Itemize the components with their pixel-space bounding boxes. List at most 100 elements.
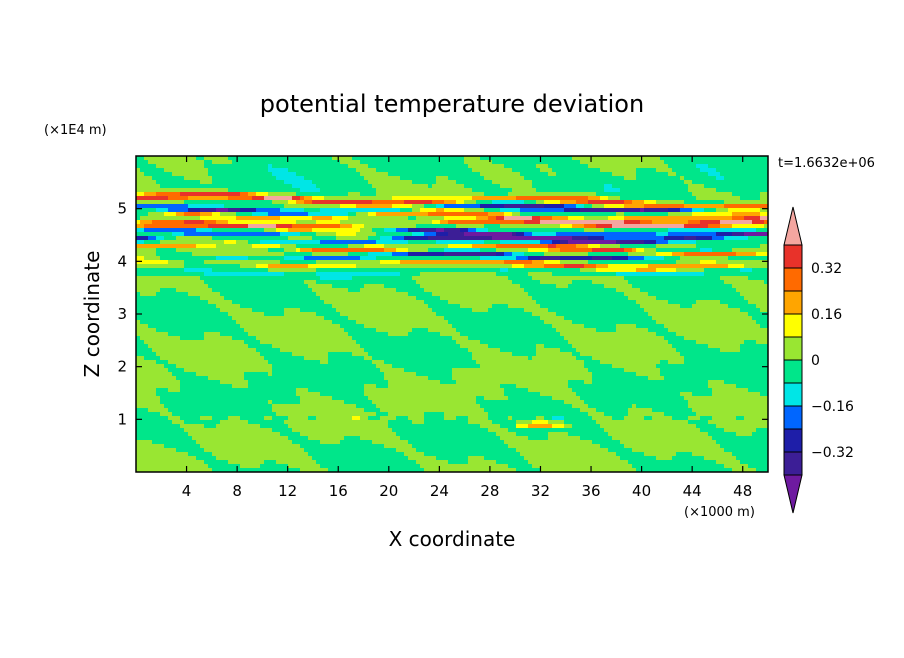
contour-cell xyxy=(424,168,429,173)
contour-cell xyxy=(196,184,201,189)
contour-cell xyxy=(608,256,613,261)
contour-cell xyxy=(560,224,565,229)
contour-cell xyxy=(492,196,497,201)
contour-cell xyxy=(316,220,321,225)
contour-cell xyxy=(208,260,213,265)
contour-cell xyxy=(644,204,649,209)
contour-cell xyxy=(256,176,261,181)
contour-cell xyxy=(440,236,445,241)
contour-cell xyxy=(508,280,513,285)
contour-cell xyxy=(520,200,525,205)
contour-cell xyxy=(440,160,445,165)
contour-cell xyxy=(148,216,153,221)
contour-cell xyxy=(604,236,609,241)
contour-cell xyxy=(540,252,545,257)
contour-cell xyxy=(664,252,669,257)
contour-cell xyxy=(740,176,745,181)
contour-cell xyxy=(184,168,189,173)
contour-cell xyxy=(264,264,269,269)
contour-cell xyxy=(644,160,649,165)
contour-cell xyxy=(532,168,537,173)
contour-cell xyxy=(472,176,477,181)
contour-cell xyxy=(544,160,549,165)
contour-cell xyxy=(284,240,289,245)
contour-cell xyxy=(592,276,597,281)
contour-cell xyxy=(648,212,653,217)
contour-cell xyxy=(136,208,141,213)
contour-cell xyxy=(680,160,685,165)
contour-cell xyxy=(196,260,201,265)
contour-cell xyxy=(704,216,709,221)
contour-cell xyxy=(680,276,685,281)
contour-cell xyxy=(664,188,669,193)
contour-cell xyxy=(524,232,529,237)
contour-cell xyxy=(312,156,317,161)
contour-cell xyxy=(568,240,573,245)
contour-cell xyxy=(436,264,441,269)
contour-cell xyxy=(216,232,221,237)
contour-cell xyxy=(168,256,173,261)
contour-cell xyxy=(556,220,561,225)
contour-cell xyxy=(136,192,141,197)
contour-cell xyxy=(544,172,549,177)
contour-cell xyxy=(600,180,605,185)
contour-cell xyxy=(308,276,313,281)
contour-cell xyxy=(412,168,417,173)
contour-cell xyxy=(748,164,753,169)
contour-cell xyxy=(684,180,689,185)
contour-cell xyxy=(208,156,213,161)
contour-cell xyxy=(240,188,245,193)
contour-cell xyxy=(180,264,185,269)
contour-cell xyxy=(744,164,749,169)
contour-cell xyxy=(440,268,445,273)
contour-cell xyxy=(168,236,173,241)
contour-cell xyxy=(464,212,469,217)
contour-cell xyxy=(704,252,709,257)
contour-cell xyxy=(492,164,497,169)
contour-cell xyxy=(296,156,301,161)
contour-cell xyxy=(152,188,157,193)
contour-cell xyxy=(668,220,673,225)
contour-cell xyxy=(708,184,713,189)
contour-cell xyxy=(656,156,661,161)
contour-cell xyxy=(744,192,749,197)
contour-cell xyxy=(360,192,365,197)
contour-cell xyxy=(576,248,581,253)
contour-cell xyxy=(608,156,613,161)
contour-cell xyxy=(336,272,341,277)
contour-cell xyxy=(616,236,621,241)
contour-cell xyxy=(672,252,677,257)
contour-cell xyxy=(356,280,361,285)
contour-cell xyxy=(716,188,721,193)
contour-cell xyxy=(336,276,341,281)
contour-cell xyxy=(672,208,677,213)
contour-cell xyxy=(376,200,381,205)
contour-cell xyxy=(424,224,429,229)
contour-cell xyxy=(572,264,577,269)
contour-cell xyxy=(740,180,745,185)
contour-cell xyxy=(420,240,425,245)
contour-cell xyxy=(284,260,289,265)
contour-cell xyxy=(504,200,509,205)
contour-cell xyxy=(288,200,293,205)
contour-cell xyxy=(696,200,701,205)
contour-cell xyxy=(668,236,673,241)
contour-cell xyxy=(456,196,461,201)
contour-cell xyxy=(624,164,629,169)
contour-cell xyxy=(192,256,197,261)
contour-cell xyxy=(360,240,365,245)
contour-cell xyxy=(376,208,381,213)
contour-cell xyxy=(360,268,365,273)
contour-cell xyxy=(328,184,333,189)
contour-cell xyxy=(696,184,701,189)
contour-cell xyxy=(244,224,249,229)
contour-cell xyxy=(604,160,609,165)
contour-cell xyxy=(592,272,597,277)
contour-cell xyxy=(388,272,393,277)
contour-cell xyxy=(652,200,657,205)
contour-cell xyxy=(620,156,625,161)
contour-cell xyxy=(752,276,757,281)
contour-cell xyxy=(548,248,553,253)
contour-cell xyxy=(416,260,421,265)
contour-cell xyxy=(424,184,429,189)
